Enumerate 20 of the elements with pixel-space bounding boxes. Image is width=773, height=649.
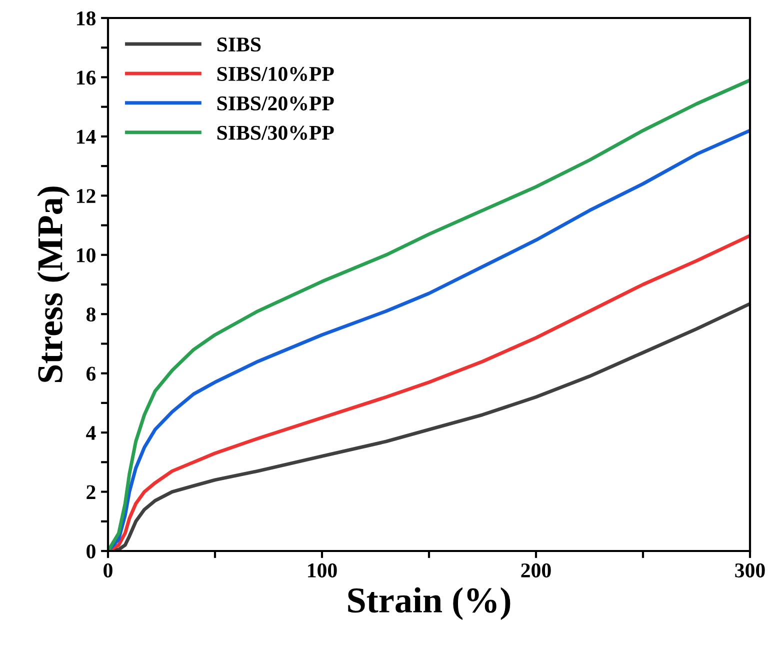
legend-label: SIBS/10%PP bbox=[217, 66, 334, 82]
x-tick-label: 200 bbox=[521, 563, 551, 578]
y-tick-label: 4 bbox=[86, 426, 96, 440]
y-axis-title: Stress (MPa) bbox=[37, 186, 70, 382]
y-tick-label: 12 bbox=[77, 189, 96, 203]
y-tick-label: 14 bbox=[77, 130, 96, 144]
x-tick-label: 0 bbox=[104, 563, 112, 578]
y-tick-label: 0 bbox=[86, 544, 96, 558]
y-tick-label: 10 bbox=[77, 248, 96, 262]
y-tick-label: 16 bbox=[77, 70, 96, 85]
x-tick-label: 300 bbox=[735, 563, 765, 578]
y-tick-label: 8 bbox=[86, 307, 96, 322]
legend-label: SIBS/20%PP bbox=[217, 96, 334, 110]
y-tick-label: 18 bbox=[77, 11, 96, 26]
legend-label: SIBS bbox=[217, 38, 261, 52]
y-tick-label: 2 bbox=[86, 485, 96, 500]
legend-label: SIBS/30%PP bbox=[217, 126, 334, 140]
x-axis-title: Strain (%) bbox=[348, 587, 510, 620]
x-tick-label: 100 bbox=[308, 563, 337, 578]
y-tick-label: 6 bbox=[86, 366, 96, 381]
